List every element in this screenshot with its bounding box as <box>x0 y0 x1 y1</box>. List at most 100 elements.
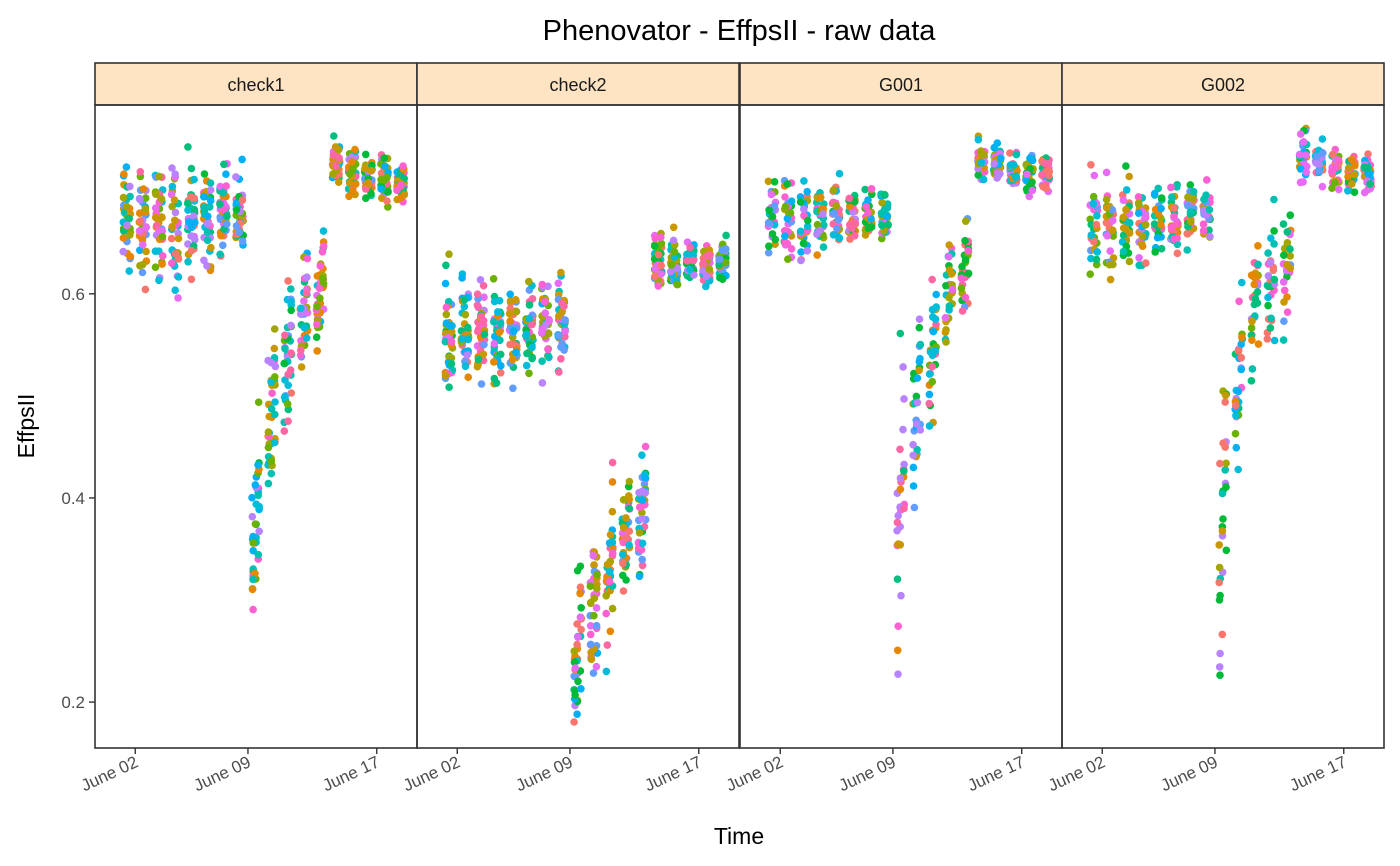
data-point <box>1122 205 1130 214</box>
data-point <box>203 228 212 236</box>
data-point <box>1296 165 1305 173</box>
data-point <box>183 199 192 208</box>
data-point <box>964 247 972 255</box>
data-point <box>800 205 808 213</box>
data-point <box>1012 150 1021 159</box>
data-point <box>896 541 905 549</box>
data-point <box>781 232 789 240</box>
data-point <box>141 204 150 213</box>
data-point <box>1135 253 1143 262</box>
data-point <box>605 577 614 586</box>
data-point <box>331 143 340 151</box>
data-point <box>351 180 360 188</box>
data-point <box>862 203 870 211</box>
data-point <box>916 426 925 434</box>
data-point <box>122 202 131 211</box>
data-point <box>316 262 325 270</box>
data-point <box>557 355 565 363</box>
data-point <box>1221 398 1229 406</box>
data-point <box>1093 248 1101 256</box>
data-point <box>492 379 501 387</box>
data-point <box>232 206 241 214</box>
data-point <box>589 551 598 560</box>
data-point <box>768 213 777 221</box>
data-point <box>1364 150 1372 158</box>
data-point <box>558 339 566 348</box>
data-point <box>441 371 450 380</box>
data-point <box>287 349 295 357</box>
data-point <box>1106 247 1114 255</box>
data-point <box>592 662 601 671</box>
y-tick-label: 0.4 <box>61 489 85 508</box>
data-point <box>1125 219 1134 228</box>
data-point <box>867 215 875 223</box>
data-points <box>119 132 409 614</box>
data-point <box>881 191 889 199</box>
data-point <box>941 328 950 337</box>
data-point <box>255 527 263 536</box>
data-point <box>119 193 128 202</box>
data-point <box>900 460 908 469</box>
data-point <box>271 398 279 406</box>
data-point <box>315 284 324 293</box>
data-point <box>619 587 628 595</box>
data-point <box>1218 489 1227 498</box>
data-point <box>657 233 665 241</box>
data-point <box>1173 249 1182 258</box>
data-point <box>570 647 578 655</box>
data-point <box>721 258 730 267</box>
data-point <box>1266 324 1275 332</box>
data-point <box>264 443 273 452</box>
data-point <box>174 255 183 263</box>
data-point <box>635 529 644 537</box>
data-point <box>135 227 144 235</box>
data-point <box>1142 259 1150 267</box>
data-point <box>1267 234 1275 242</box>
data-point <box>683 251 692 260</box>
data-point <box>1315 167 1324 175</box>
data-point <box>135 209 144 217</box>
data-point <box>474 355 483 364</box>
data-point <box>1089 200 1098 208</box>
data-point <box>1012 173 1020 182</box>
data-point <box>302 289 311 297</box>
data-point <box>158 260 166 268</box>
data-point <box>925 390 934 399</box>
data-point <box>608 507 617 516</box>
data-point <box>894 622 902 630</box>
data-point <box>673 280 681 289</box>
data-point <box>846 202 854 210</box>
data-point <box>125 214 133 223</box>
data-point <box>216 250 224 259</box>
data-point <box>1168 193 1176 201</box>
data-point <box>867 185 876 193</box>
data-point <box>900 467 908 475</box>
data-point <box>184 143 192 151</box>
data-point <box>541 298 549 306</box>
data-point <box>1138 232 1147 241</box>
data-point <box>461 362 470 371</box>
data-point <box>300 324 309 332</box>
data-point <box>1109 260 1117 269</box>
data-point <box>286 366 295 374</box>
data-point <box>1216 459 1224 468</box>
data-point <box>829 231 838 239</box>
data-point <box>204 212 212 220</box>
data-point <box>205 203 214 211</box>
data-point <box>931 315 940 323</box>
data-point <box>232 199 241 207</box>
data-point <box>1038 171 1046 179</box>
data-point <box>1173 234 1181 243</box>
data-point <box>255 502 263 511</box>
data-point <box>835 234 844 242</box>
data-point <box>800 177 808 185</box>
data-point <box>1187 217 1195 226</box>
data-point <box>650 242 659 250</box>
data-point <box>1280 251 1288 259</box>
data-point <box>120 208 129 217</box>
data-point <box>641 474 650 482</box>
data-point <box>184 240 192 248</box>
data-point <box>829 186 838 194</box>
data-point <box>1216 591 1224 600</box>
data-point <box>1335 185 1343 194</box>
